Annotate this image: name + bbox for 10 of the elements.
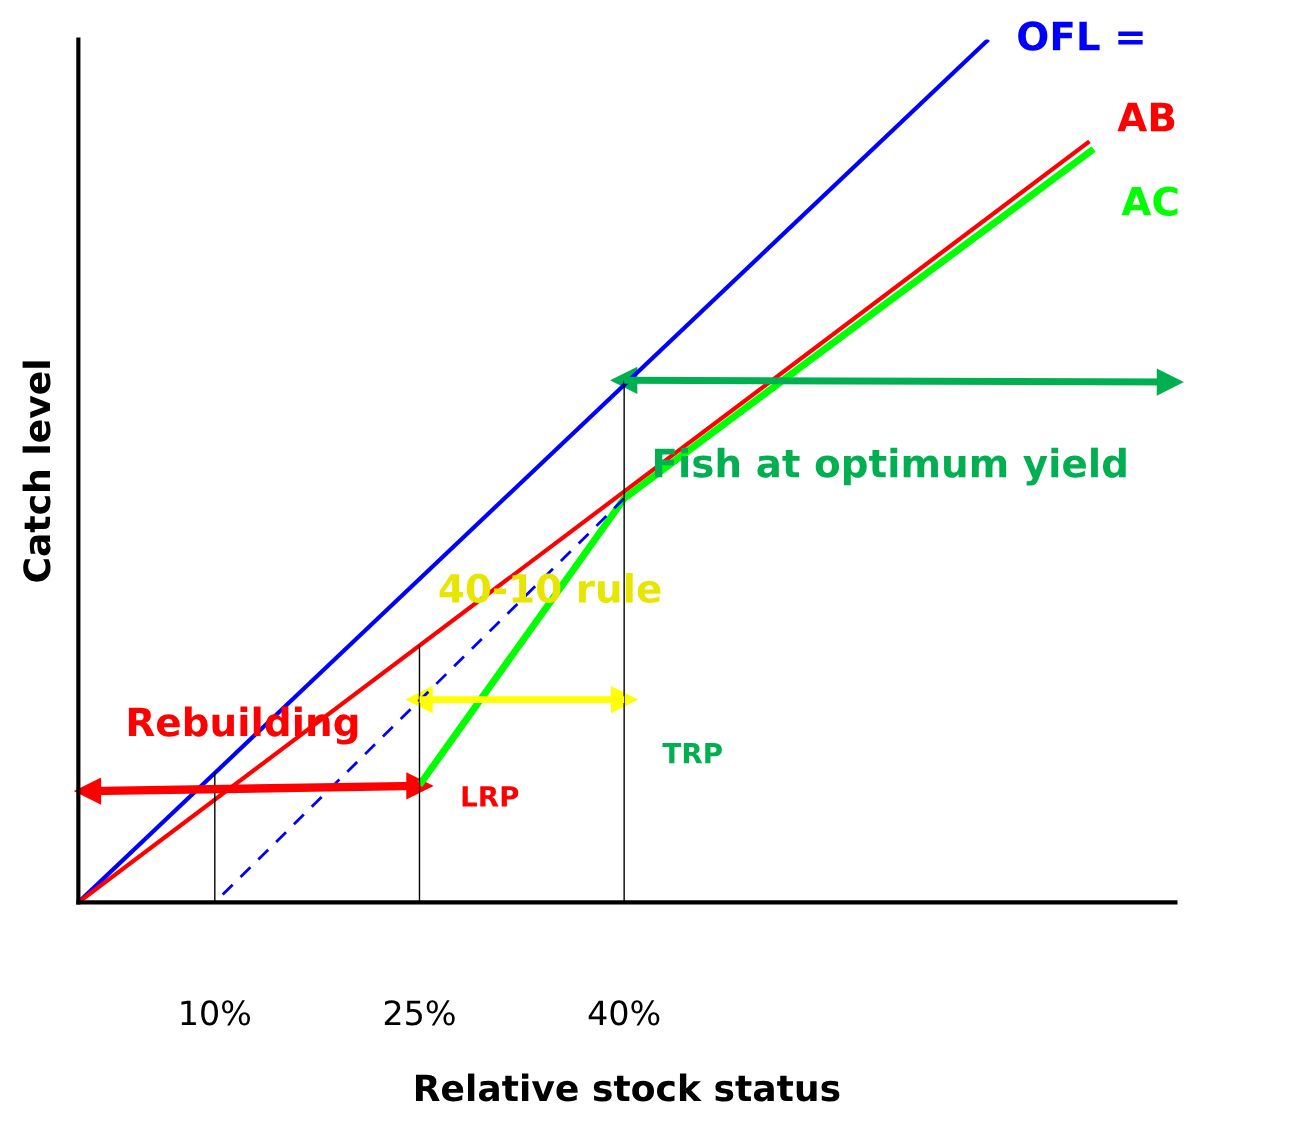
annotation: TRP [662, 743, 722, 764]
series-label: AC [1121, 186, 1178, 216]
y-axis-title: Catch level [22, 361, 51, 582]
series-label: OFL = [1018, 21, 1143, 51]
series-label: AB [1117, 102, 1175, 132]
x-tick-label: 10% [181, 1000, 251, 1026]
annotation: LRP [462, 786, 519, 807]
x-tick-label: 40% [588, 1000, 660, 1026]
x-axis-title: Relative stock status [415, 1073, 840, 1102]
x-tick-label: 25% [384, 1000, 455, 1026]
